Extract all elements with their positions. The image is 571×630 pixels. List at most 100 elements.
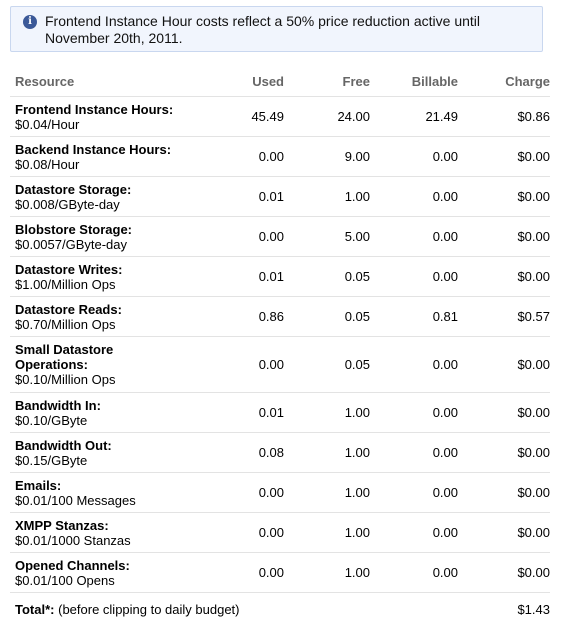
free-cell: 1.00 — [284, 552, 370, 593]
free-cell: 24.00 — [284, 96, 370, 137]
resource-name: Opened Channels: — [15, 557, 130, 573]
total-row: Total*: (before clipping to daily budget… — [10, 593, 550, 627]
resource-cell: Datastore Reads: $0.70/Million Ops — [10, 296, 188, 337]
charge-cell: $0.00 — [458, 336, 550, 393]
resource-cell: Datastore Storage: $0.008/GByte-day — [10, 176, 188, 217]
billable-cell: 0.00 — [370, 176, 458, 217]
total-charge: $1.43 — [517, 602, 550, 617]
resource-name: Frontend Instance Hours: — [15, 101, 174, 117]
resource-cell: Bandwidth In: $0.10/GByte — [10, 392, 188, 433]
charge-cell: $0.00 — [458, 176, 550, 217]
resource-cell: Small Datastore Operations: $0.10/Million… — [10, 336, 188, 393]
used-cell: 0.00 — [188, 336, 284, 393]
resource-name: Emails: — [15, 477, 62, 493]
resource-rate: $0.01/100 Opens — [15, 572, 115, 588]
resource-name: Datastore Storage: — [15, 181, 132, 197]
resource-cell: Backend Instance Hours: $0.08/Hour — [10, 136, 188, 177]
billable-cell: 0.00 — [370, 472, 458, 513]
charge-cell: $0.57 — [458, 296, 550, 337]
billable-cell: 0.00 — [370, 512, 458, 553]
resource-rate: $1.00/Million Ops — [15, 276, 116, 292]
resource-rate: $0.10/GByte — [15, 412, 88, 428]
resource-cell: Emails: $0.01/100 Messages — [10, 472, 188, 513]
billing-table: Resource Used Free Billable Charge Front… — [10, 70, 550, 626]
total-label: Total*: — [15, 602, 55, 617]
table-row: Backend Instance Hours: $0.08/Hour 0.00 9… — [10, 136, 550, 177]
free-cell: 0.05 — [284, 336, 370, 393]
used-cell: 45.49 — [188, 96, 284, 137]
free-cell: 0.05 — [284, 256, 370, 297]
resource-cell: Opened Channels: $0.01/100 Opens — [10, 552, 188, 593]
used-cell: 0.86 — [188, 296, 284, 337]
billable-cell: 0.00 — [370, 216, 458, 257]
resource-rate: $0.008/GByte-day — [15, 196, 120, 212]
resource-name: Datastore Writes: — [15, 261, 123, 277]
used-cell: 0.00 — [188, 136, 284, 177]
free-cell: 9.00 — [284, 136, 370, 177]
resource-name: Small Datastore Operations: — [15, 342, 114, 372]
total-label-cell: Total*: (before clipping to daily budget… — [10, 593, 458, 627]
notice-text: Frontend Instance Hour costs reflect a 5… — [45, 13, 480, 46]
charge-cell: $0.00 — [458, 256, 550, 297]
resource-name: Bandwidth Out: — [15, 437, 112, 453]
table-row: Bandwidth Out: $0.15/GByte 0.08 1.00 0.00… — [10, 432, 550, 473]
used-cell: 0.08 — [188, 432, 284, 473]
resource-name: Blobstore Storage: — [15, 221, 133, 237]
column-header-billable: Billable — [370, 70, 458, 97]
table-header-row: Resource Used Free Billable Charge — [10, 70, 550, 97]
table-row: Opened Channels: $0.01/100 Opens 0.00 1.0… — [10, 552, 550, 593]
used-cell: 0.00 — [188, 216, 284, 257]
table-row: Small Datastore Operations: $0.10/Million… — [10, 336, 550, 393]
info-notice: i Frontend Instance Hour costs reflect a… — [10, 6, 543, 52]
resource-cell: Frontend Instance Hours: $0.04/Hour — [10, 96, 188, 137]
column-header-charge: Charge — [458, 70, 550, 97]
table-row: Bandwidth In: $0.10/GByte 0.01 1.00 0.00 … — [10, 392, 550, 433]
charge-cell: $0.00 — [458, 136, 550, 177]
resource-cell: Blobstore Storage: $0.0057/GByte-day — [10, 216, 188, 257]
used-cell: 0.01 — [188, 176, 284, 217]
resource-name: Datastore Reads: — [15, 301, 122, 317]
free-cell: 1.00 — [284, 176, 370, 217]
free-cell: 1.00 — [284, 392, 370, 433]
resource-cell: Datastore Writes: $1.00/Million Ops — [10, 256, 188, 297]
resource-rate: $0.04/Hour — [15, 116, 80, 132]
resource-cell: Bandwidth Out: $0.15/GByte — [10, 432, 188, 473]
resource-rate: $0.15/GByte — [15, 452, 88, 468]
used-cell: 0.01 — [188, 392, 284, 433]
resource-rate: $0.10/Million Ops — [15, 372, 116, 387]
column-header-used: Used — [188, 70, 284, 97]
free-cell: 1.00 — [284, 472, 370, 513]
resource-rate: $0.70/Million Ops — [15, 316, 116, 332]
free-cell: 0.05 — [284, 296, 370, 337]
resource-name: Backend Instance Hours: — [15, 141, 172, 157]
free-cell: 1.00 — [284, 512, 370, 553]
billable-cell: 0.00 — [370, 136, 458, 177]
resource-rate: $0.01/1000 Stanzas — [15, 532, 131, 548]
used-cell: 0.00 — [188, 552, 284, 593]
charge-cell: $0.00 — [458, 216, 550, 257]
info-icon: i — [23, 15, 37, 29]
used-cell: 0.00 — [188, 472, 284, 513]
resource-rate: $0.01/100 Messages — [15, 492, 136, 508]
billable-cell: 0.00 — [370, 392, 458, 433]
used-cell: 0.00 — [188, 512, 284, 553]
billable-cell: 0.81 — [370, 296, 458, 337]
table-row: Frontend Instance Hours: $0.04/Hour 45.49… — [10, 96, 550, 137]
resource-name: XMPP Stanzas: — [15, 517, 109, 533]
table-row: XMPP Stanzas: $0.01/1000 Stanzas 0.00 1.0… — [10, 512, 550, 553]
total-note: (before clipping to daily budget) — [58, 602, 240, 617]
billable-cell: 0.00 — [370, 336, 458, 393]
column-header-free: Free — [284, 70, 370, 97]
billable-cell: 0.00 — [370, 552, 458, 593]
used-cell: 0.01 — [188, 256, 284, 297]
charge-cell: $0.00 — [458, 472, 550, 513]
table-row: Datastore Writes: $1.00/Million Ops 0.01 … — [10, 256, 550, 297]
free-cell: 1.00 — [284, 432, 370, 473]
resource-name: Bandwidth In: — [15, 397, 101, 413]
resource-rate: $0.0057/GByte-day — [15, 236, 128, 252]
billable-cell: 0.00 — [370, 432, 458, 473]
charge-cell: $0.00 — [458, 392, 550, 433]
charge-cell: $0.00 — [458, 552, 550, 593]
table-row: Blobstore Storage: $0.0057/GByte-day 0.00… — [10, 216, 550, 257]
billable-cell: 21.49 — [370, 96, 458, 137]
